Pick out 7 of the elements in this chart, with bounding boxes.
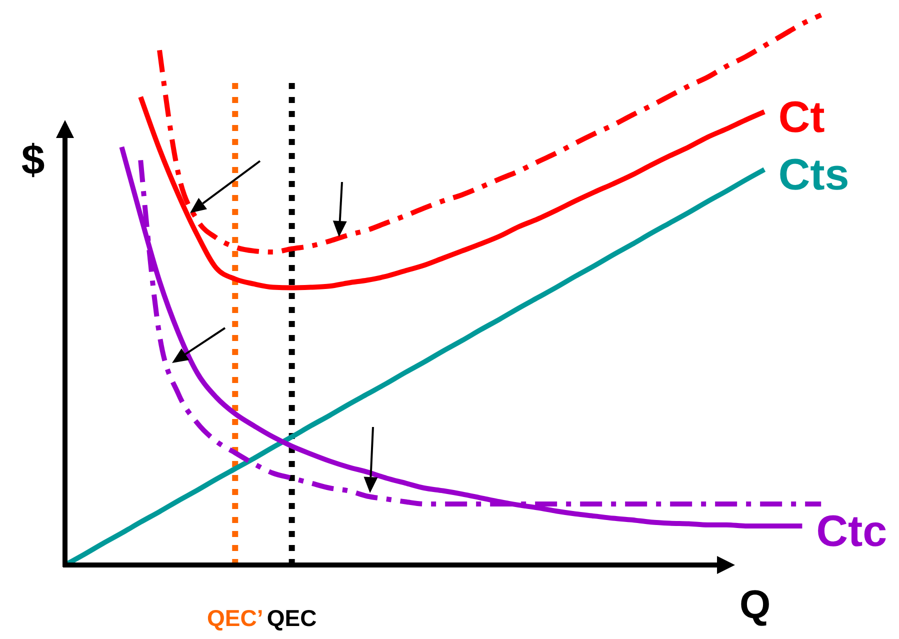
x-tick-label: QEC’ (207, 605, 264, 631)
x-tick-label: QEC (266, 605, 317, 631)
series-label: Ctc (816, 506, 888, 556)
series-label: Cts (778, 150, 850, 200)
y-axis-title: $ (21, 136, 45, 183)
x-axis-title: Q (739, 583, 771, 627)
series-label: Ct (778, 92, 826, 142)
